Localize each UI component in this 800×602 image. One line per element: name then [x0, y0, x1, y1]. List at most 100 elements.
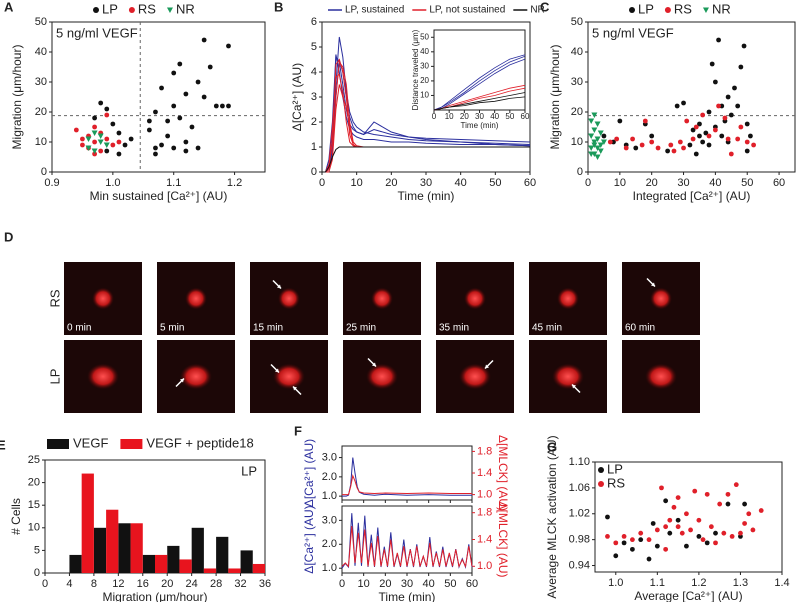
x-tick-label: 20 — [460, 112, 469, 121]
x-tick-label: 0 — [432, 112, 437, 121]
panel-label: A — [4, 0, 14, 14]
point — [177, 61, 183, 67]
point — [97, 139, 104, 145]
bar — [118, 523, 131, 573]
y-tick-label: 0 — [34, 567, 40, 579]
point — [110, 142, 116, 148]
bar — [93, 527, 107, 573]
x-tick-label: 60 — [773, 177, 785, 189]
point — [591, 127, 598, 133]
point — [675, 495, 681, 500]
point — [591, 112, 598, 118]
point — [692, 488, 698, 494]
bar — [106, 509, 119, 573]
y-tick-label: 5 — [34, 544, 40, 556]
point — [733, 482, 739, 488]
x-tick-label: 20 — [646, 177, 658, 189]
y-tick-label: 5 — [311, 41, 317, 53]
point — [93, 7, 99, 13]
point — [183, 139, 189, 145]
x-tick-label: 10 — [351, 177, 363, 189]
x-tick-label: 10 — [358, 578, 370, 590]
y-tick-label: 0.98 — [569, 534, 590, 546]
point — [693, 151, 699, 157]
point — [104, 148, 110, 154]
point — [742, 521, 747, 526]
point — [671, 504, 677, 510]
point — [709, 61, 715, 67]
x-tick-label: 60 — [521, 112, 530, 121]
x-axis-label: Integrated [Ca²⁺] (AU) — [633, 189, 751, 203]
arrow-head — [180, 378, 184, 383]
point — [159, 142, 164, 148]
x-tick-label: 1.2 — [227, 177, 242, 189]
panel-label: D — [4, 229, 13, 244]
bar — [155, 554, 168, 573]
cell — [464, 287, 486, 310]
point — [703, 130, 709, 136]
arrow-head — [572, 384, 576, 389]
point — [684, 511, 689, 517]
y-tick-label: 3.0 — [322, 514, 337, 526]
point — [166, 7, 173, 13]
point — [220, 103, 225, 109]
y2-axis-label: Δ[MLCK] (AU) — [496, 435, 510, 511]
arrow-head — [651, 282, 655, 287]
point — [751, 142, 756, 148]
point — [735, 136, 741, 142]
point — [207, 64, 213, 70]
point — [725, 501, 731, 507]
point — [642, 118, 648, 124]
cell — [278, 287, 300, 310]
arrow-head — [277, 284, 281, 289]
point — [725, 491, 731, 497]
cell — [557, 287, 579, 310]
point — [684, 118, 690, 124]
y-tick-label: 50 — [35, 16, 47, 28]
y-tick-label: 3 — [311, 91, 317, 103]
point — [226, 103, 231, 109]
y-axis-label: Migration (μm/hour) — [548, 45, 562, 150]
x-tick-label: 0 — [42, 578, 48, 590]
x-tick-label: 32 — [234, 578, 246, 590]
time-label: 45 min — [532, 323, 562, 334]
point — [667, 517, 673, 523]
plot-frame — [594, 461, 783, 573]
x-tick-label: 30 — [401, 578, 413, 590]
point — [688, 527, 693, 533]
y-tick-label: 0 — [577, 166, 583, 178]
cell — [92, 287, 114, 310]
point — [621, 540, 627, 546]
point — [741, 43, 747, 49]
legend-label: LP — [638, 1, 654, 16]
x-tick-label: 1.1 — [650, 577, 665, 589]
cell — [645, 363, 677, 390]
y2-tick-label: 1.8 — [477, 507, 492, 519]
cell — [459, 363, 491, 390]
y2-axis-label: Δ[MLCK] (AU) — [496, 501, 510, 577]
point — [92, 115, 97, 121]
point — [681, 100, 686, 106]
legend-label: LP — [607, 461, 623, 476]
time-label: 0 min — [67, 323, 91, 334]
point — [128, 7, 135, 13]
x-axis-label: Time (min) — [461, 121, 499, 130]
point — [116, 151, 122, 157]
x-axis-label: Min sustained [Ca²⁺] (AU) — [90, 189, 228, 203]
point — [659, 485, 664, 491]
point — [744, 121, 750, 127]
x-tick-label: 50 — [741, 177, 753, 189]
y-tick-label: 25 — [28, 454, 40, 466]
x-tick-label: 60 — [466, 578, 478, 590]
point — [667, 530, 673, 536]
point — [594, 145, 601, 151]
panel-label: C — [540, 0, 550, 14]
legend-label: LP, not sustained — [429, 5, 505, 16]
point — [684, 543, 689, 549]
point — [73, 127, 79, 133]
point — [92, 139, 97, 145]
y-tick-label: 1.0 — [322, 562, 337, 574]
x-tick-label: 4 — [66, 578, 72, 590]
point — [646, 556, 652, 562]
point — [201, 37, 207, 43]
